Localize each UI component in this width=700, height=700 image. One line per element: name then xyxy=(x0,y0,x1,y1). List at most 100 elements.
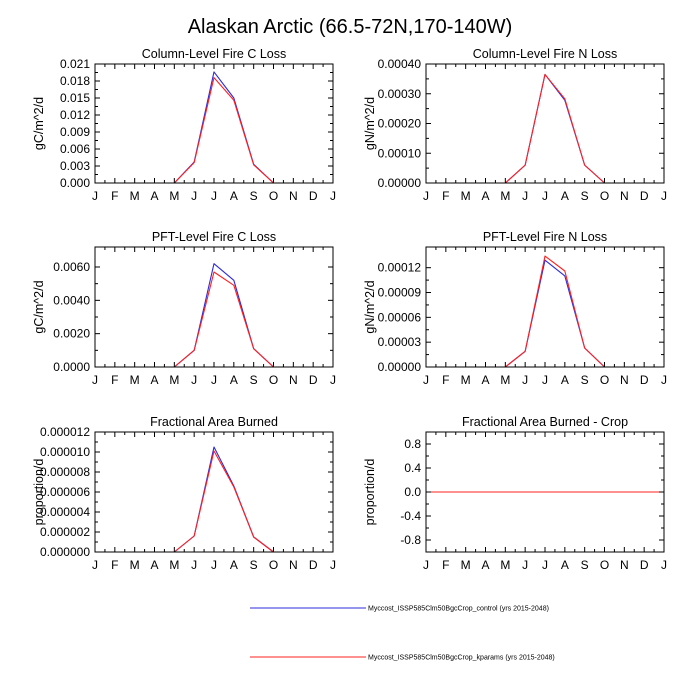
x-tick-label: J xyxy=(330,373,336,387)
x-tick-label: J xyxy=(423,558,429,572)
x-tick-label: F xyxy=(442,189,449,203)
x-tick-label: M xyxy=(500,558,510,572)
x-tick-label: J xyxy=(191,558,197,572)
x-tick-label: J xyxy=(191,189,197,203)
legend-label: Myccost_ISSP585Clm50BgcCrop_control (yrs… xyxy=(368,606,549,613)
y-tick-label: 0.000010 xyxy=(40,445,90,459)
x-tick-label: J xyxy=(522,189,528,203)
x-tick-label: O xyxy=(269,189,278,203)
y-tick-label: 0.00030 xyxy=(378,87,422,101)
x-tick-label: M xyxy=(169,189,179,203)
panel-title: PFT-Level Fire N Loss xyxy=(483,230,607,244)
y-tick-label: -0.8 xyxy=(400,533,421,547)
y-tick-label: 0.0000 xyxy=(53,360,90,374)
y-tick-label: 0.000012 xyxy=(40,425,90,439)
x-tick-label: S xyxy=(581,373,589,387)
x-tick-label: O xyxy=(269,558,278,572)
x-tick-label: F xyxy=(111,373,118,387)
x-tick-label: J xyxy=(211,558,217,572)
y-tick-label: 0.006 xyxy=(60,142,90,156)
y-tick-label: 0.000008 xyxy=(40,465,90,479)
x-tick-label: D xyxy=(640,558,649,572)
series-line-kparams xyxy=(95,450,333,553)
y-axis-label: gC/m^2/d xyxy=(32,97,46,150)
x-tick-label: D xyxy=(309,189,318,203)
legend-label: Myccost_ISSP585Clm50BgcCrop_kparams (yrs… xyxy=(368,655,555,662)
x-tick-label: N xyxy=(289,558,298,572)
y-tick-label: 0.00003 xyxy=(378,335,422,349)
y-tick-label: 0.000004 xyxy=(40,505,90,519)
x-tick-label: J xyxy=(330,189,336,203)
x-tick-label: F xyxy=(111,189,118,203)
y-tick-label: 0.0060 xyxy=(53,260,90,274)
x-tick-label: N xyxy=(620,558,629,572)
x-tick-label: M xyxy=(461,373,471,387)
x-tick-label: O xyxy=(269,373,278,387)
x-tick-label: F xyxy=(442,558,449,572)
x-tick-label: M xyxy=(130,558,140,572)
x-tick-label: J xyxy=(661,189,667,203)
y-tick-label: 0.021 xyxy=(60,57,90,71)
x-tick-label: A xyxy=(150,373,158,387)
y-axis-label: proportion/d xyxy=(363,459,377,526)
x-tick-label: J xyxy=(330,558,336,572)
series-line-control xyxy=(426,73,664,184)
x-tick-label: O xyxy=(600,189,609,203)
series-line-control xyxy=(95,446,333,553)
x-tick-label: M xyxy=(461,558,471,572)
y-tick-label: 0.000 xyxy=(60,176,90,190)
x-tick-label: J xyxy=(542,373,548,387)
x-tick-label: J xyxy=(542,189,548,203)
y-tick-label: 0.0020 xyxy=(53,327,90,341)
x-tick-label: M xyxy=(461,189,471,203)
x-tick-label: O xyxy=(600,373,609,387)
x-tick-label: J xyxy=(92,373,98,387)
x-tick-label: J xyxy=(423,373,429,387)
chart-panel: Fractional Area Burned - Crop proportion/… xyxy=(363,415,667,572)
x-tick-label: M xyxy=(130,373,140,387)
x-tick-label: A xyxy=(230,373,238,387)
x-tick-label: J xyxy=(542,558,548,572)
y-tick-label: 0.4 xyxy=(404,461,421,475)
x-tick-label: A xyxy=(561,558,569,572)
y-tick-label: 0.009 xyxy=(60,125,90,139)
y-tick-label: 0.8 xyxy=(404,437,421,451)
plot-frame xyxy=(94,63,334,184)
y-tick-label: 0.003 xyxy=(60,159,90,173)
x-tick-label: F xyxy=(442,373,449,387)
y-tick-label: 0.000002 xyxy=(40,525,90,539)
y-axis-label: gN/m^2/d xyxy=(363,280,377,333)
x-tick-label: J xyxy=(661,373,667,387)
x-tick-label: A xyxy=(481,189,489,203)
x-tick-label: S xyxy=(250,373,258,387)
y-axis-label: proportion/d xyxy=(32,459,46,526)
x-tick-label: S xyxy=(581,189,589,203)
series-line-kparams xyxy=(426,73,664,184)
x-tick-label: M xyxy=(500,189,510,203)
panel-title: PFT-Level Fire C Loss xyxy=(152,230,276,244)
x-tick-label: A xyxy=(481,373,489,387)
x-tick-label: S xyxy=(250,189,258,203)
y-tick-label: 0.00000 xyxy=(378,360,422,374)
series-line-kparams xyxy=(95,77,333,184)
x-tick-label: J xyxy=(92,189,98,203)
x-tick-label: D xyxy=(640,189,649,203)
x-tick-label: D xyxy=(640,373,649,387)
x-tick-label: N xyxy=(620,189,629,203)
x-tick-label: M xyxy=(169,373,179,387)
y-tick-label: 0.000006 xyxy=(40,485,90,499)
x-tick-label: M xyxy=(130,189,140,203)
panel-title: Fractional Area Burned xyxy=(150,415,278,429)
x-tick-label: A xyxy=(481,558,489,572)
y-axis-label: gN/m^2/d xyxy=(363,97,377,150)
x-tick-label: A xyxy=(230,558,238,572)
y-tick-label: 0.0040 xyxy=(53,293,90,307)
y-tick-label: 0.00040 xyxy=(378,57,422,71)
plot-frame xyxy=(425,63,665,184)
